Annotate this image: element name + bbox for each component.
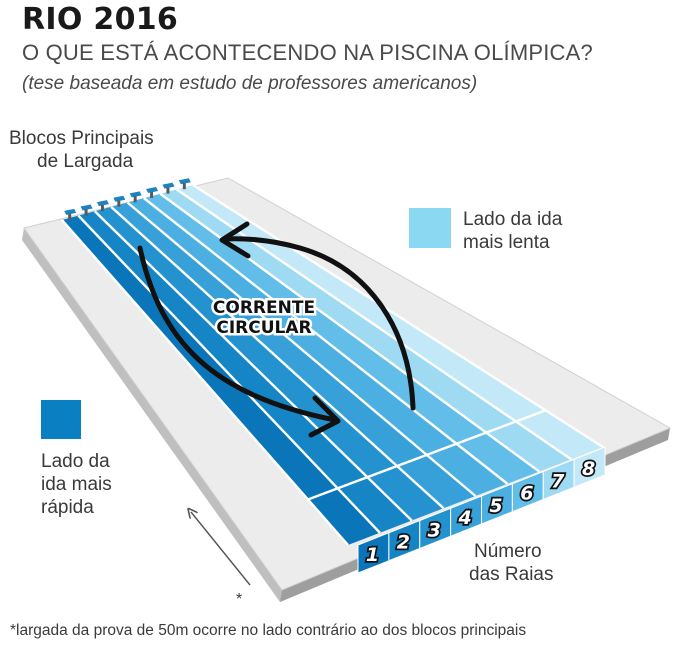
lane-rope	[93, 210, 413, 522]
lane-number-4: 4	[457, 507, 471, 529]
starting-block-icon	[64, 208, 77, 220]
starting-block-icon	[129, 191, 142, 203]
lane-end-line	[307, 409, 547, 501]
starting-block-icon	[80, 204, 93, 216]
fast-side-label-line2: ida mais	[41, 474, 112, 495]
slow-side-swatch	[409, 208, 451, 248]
starting-block-icon	[96, 200, 109, 212]
blocks-label-line2: de Largada	[37, 151, 134, 172]
blocks-label-line1: Blocos Principais	[9, 128, 154, 149]
current-label-line1: CORRENTE	[213, 298, 315, 318]
slow-side-label-line2: mais lenta	[463, 232, 550, 253]
current-label-line2: CIRCULAR	[216, 318, 311, 338]
page-subtitle: O QUE ESTÁ ACONTECENDO NA PISCINA OLÍMPI…	[22, 40, 593, 65]
lane-end-4	[397, 454, 476, 509]
lane-numbers-label: Número das Raias	[469, 540, 554, 586]
slow-side-label: Lado da ida mais lenta	[463, 208, 562, 254]
lane-rope	[61, 219, 349, 546]
lane-end-7	[486, 421, 572, 472]
starting-blocks	[64, 178, 191, 220]
arrow-up-left-icon	[191, 512, 251, 586]
lane-number-1: 1	[366, 544, 379, 566]
lane-rope	[77, 214, 381, 534]
asterisk-mark: *	[236, 591, 242, 608]
lane-number-7: 7	[551, 470, 565, 492]
lane-rope	[110, 205, 445, 510]
blocks-label: Blocos Principais de Largada	[9, 127, 154, 173]
lane-end-5	[426, 443, 508, 496]
circular-arrows-icon	[137, 221, 416, 438]
lane-8	[176, 185, 546, 422]
fast-side-label-line3: rápida	[41, 497, 94, 518]
lane-numbers-label-line2: das Raias	[469, 564, 554, 585]
lane-rope	[192, 183, 604, 449]
lane-6	[143, 193, 487, 444]
lane-end-1	[307, 488, 380, 545]
footnote: *largada da prova de 50m ocorre no lado …	[10, 622, 527, 639]
lane-number-3: 3	[428, 519, 441, 541]
lane-number-8: 8	[582, 458, 595, 480]
lane-end-6	[456, 432, 540, 484]
page-title: RIO 2016	[22, 2, 179, 37]
lane-end-3	[367, 466, 444, 521]
fast-side-swatch	[41, 400, 81, 439]
lane-5	[127, 198, 457, 455]
page-note: (tese baseada em estudo de professores a…	[22, 73, 478, 94]
fast-side-label-line1: Lado da	[41, 451, 110, 472]
lane-7	[160, 189, 516, 433]
lane-number-6: 6	[520, 483, 533, 505]
lane-rope	[126, 201, 477, 497]
lane-numbers-label-line1: Número	[474, 541, 542, 562]
fast-side-label: Lado da ida mais rápida	[41, 450, 112, 519]
slow-side-label-line1: Lado da ida	[463, 209, 563, 230]
lane-rope	[175, 188, 572, 461]
lane-end-2	[337, 477, 412, 533]
lane-end-8	[515, 410, 603, 460]
lane-number-5: 5	[489, 495, 502, 517]
starting-block-icon	[162, 182, 175, 194]
lane-number-2: 2	[397, 532, 410, 554]
starting-block-icon	[178, 178, 191, 190]
lane-3	[94, 206, 398, 478]
lane-face-8	[573, 446, 606, 488]
starting-block-icon	[113, 195, 126, 207]
lane-rope	[143, 197, 509, 485]
starting-block-icon	[146, 186, 159, 198]
lane-4	[111, 202, 427, 467]
